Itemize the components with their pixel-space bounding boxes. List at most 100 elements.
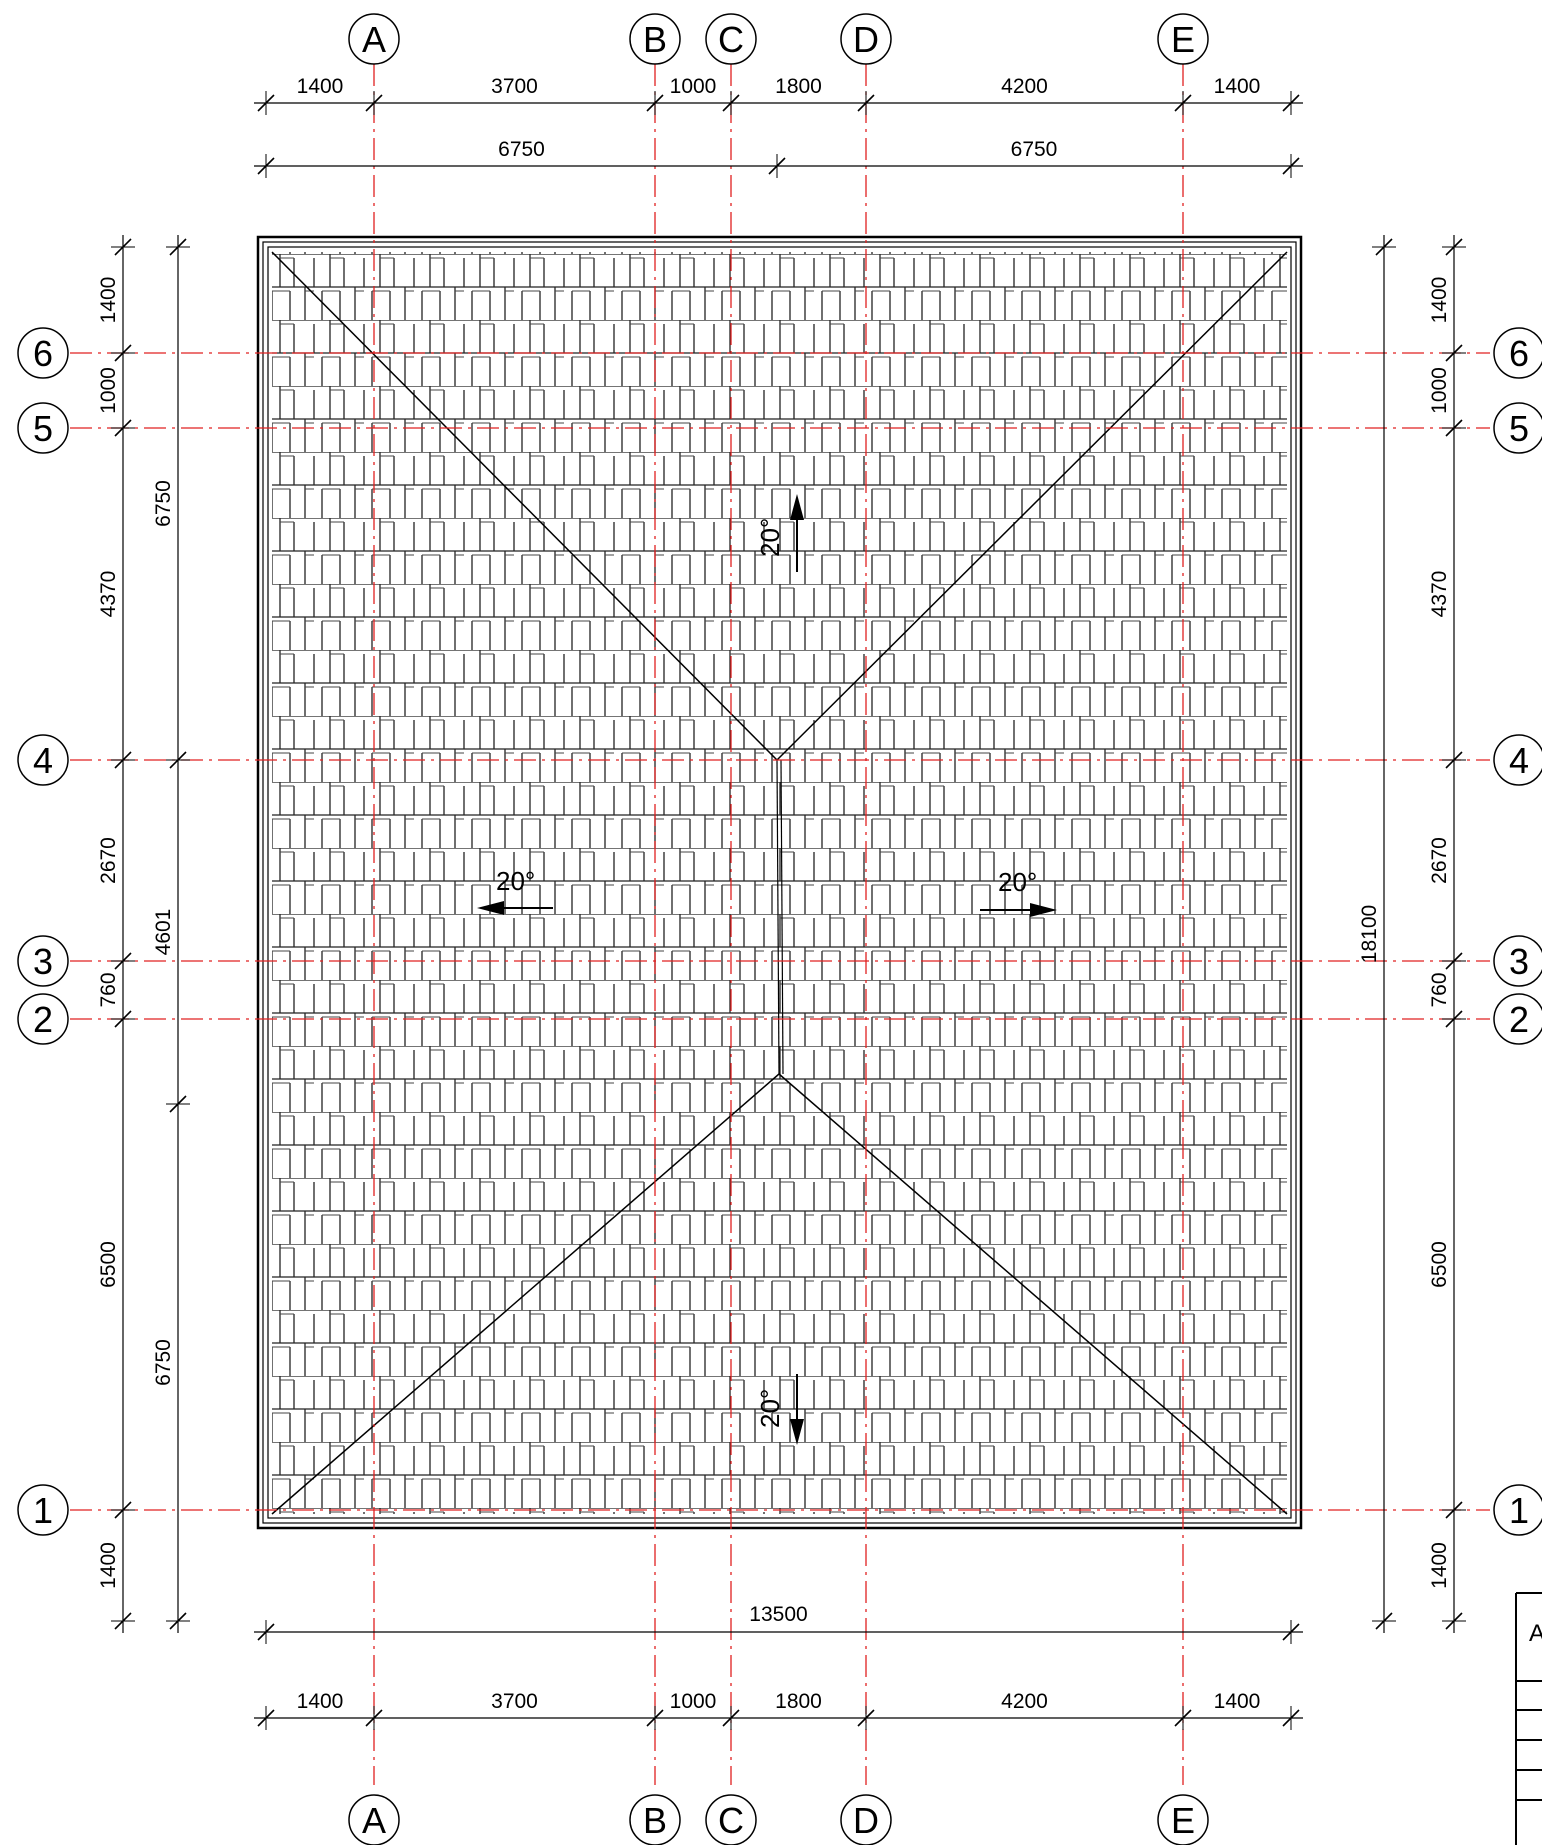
axis-label-2-left: 2 xyxy=(33,999,53,1040)
axis-label-1-right: 1 xyxy=(1509,1490,1529,1531)
dim-top-half-tick-0 xyxy=(257,157,275,175)
axis-bubble-1-right xyxy=(1493,1484,1542,1536)
axis-bubble-4-right xyxy=(1493,734,1542,786)
dim-right-chain-label-4: 760 xyxy=(1428,972,1451,1007)
dim-left-outer-label-0: 6750 xyxy=(152,480,175,527)
dim-top-half-label-1: 6750 xyxy=(1011,138,1058,161)
dim-left-chain-label-2: 4370 xyxy=(97,571,120,618)
dim-right-chain-label-0: 1400 xyxy=(1428,277,1451,324)
slope-label-bottom: 20° xyxy=(755,1389,785,1428)
axis-label-E-top: E xyxy=(1171,19,1195,60)
axis-bubble-D-top xyxy=(840,13,892,65)
dim-bottom-chain-label-0: 1400 xyxy=(297,1690,344,1713)
slope-arrow-bottom: 20° xyxy=(755,1374,804,1445)
dim-right-chain-tick-0 xyxy=(1445,238,1463,256)
axis-label-E-bottom: E xyxy=(1171,1800,1195,1841)
dim-left-chain-tick-7 xyxy=(114,1612,132,1630)
dim-bottom-chain-tick-2 xyxy=(646,1709,664,1727)
dim-right-chain-tick-2 xyxy=(1445,419,1463,437)
dim-right-chain-tick-4 xyxy=(1445,952,1463,970)
dim-bottom-chain-label-4: 4200 xyxy=(1001,1690,1048,1713)
axis-bubbles: A A B B C C D D E E 6 6 5 5 4 4 3 3 2 2 1 1 xyxy=(17,13,1542,1845)
dim-top-chain-tick-1 xyxy=(365,94,383,112)
dim-right-total-tick-1 xyxy=(1375,1612,1393,1630)
dim-bottom-chain-tick-4 xyxy=(857,1709,875,1727)
dim-bottom-total-label-0: 13500 xyxy=(749,1603,807,1626)
axis-bubble-E-bottom xyxy=(1157,1794,1209,1845)
roof-tile-hatching xyxy=(272,252,1287,1514)
dim-left-outer-label-2: 6750 xyxy=(152,1339,175,1386)
dim-left-outer-label-1: 4601 xyxy=(152,909,175,956)
axis-label-A-top: A xyxy=(362,19,386,60)
dim-right-chain-tick-6 xyxy=(1445,1501,1463,1519)
dim-top-chain-tick-0 xyxy=(257,94,275,112)
axis-bubble-2-right xyxy=(1493,993,1542,1045)
dim-top-chain-tick-2 xyxy=(646,94,664,112)
axis-label-B-top: B xyxy=(643,19,667,60)
dim-right-chain-label-3: 2670 xyxy=(1428,837,1451,884)
dim-top-chain-label-1: 3700 xyxy=(491,75,538,98)
dim-bottom-total-tick-0 xyxy=(257,1623,275,1641)
dim-bottom-chain-label-5: 1400 xyxy=(1214,1690,1261,1713)
axis-bubble-6-right xyxy=(1493,327,1542,379)
dim-right-total-label-0: 18100 xyxy=(1358,905,1381,963)
axis-bubble-6-left xyxy=(17,327,69,379)
axis-bubble-5-right xyxy=(1493,402,1542,454)
axis-label-A-bottom: A xyxy=(362,1800,386,1841)
dim-bottom-chain-tick-0 xyxy=(257,1709,275,1727)
axis-label-C-top: C xyxy=(718,19,744,60)
dim-left-chain-label-0: 1400 xyxy=(97,277,120,324)
dim-bottom-chain-label-2: 1000 xyxy=(670,1690,717,1713)
dim-bottom-chain-label-3: 1800 xyxy=(775,1690,822,1713)
axis-bubble-B-top xyxy=(629,13,681,65)
axis-bubble-1-left xyxy=(17,1484,69,1536)
dim-left-chain-tick-3 xyxy=(114,751,132,769)
axis-bubble-5-left xyxy=(17,402,69,454)
slope-label-top: 20° xyxy=(755,518,785,557)
axis-label-3-right: 3 xyxy=(1509,941,1529,982)
dim-top-chain-tick-3 xyxy=(722,94,740,112)
axis-label-6-left: 6 xyxy=(33,333,53,374)
axis-bubble-E-top xyxy=(1157,13,1209,65)
dim-top-chain-label-3: 1800 xyxy=(775,75,822,98)
roof-hip-lines xyxy=(271,251,1288,1515)
dim-top-chain-label-0: 1400 xyxy=(297,75,344,98)
slope-arrow-top: 20° xyxy=(755,494,804,572)
dim-bottom-chain-tick-3 xyxy=(722,1709,740,1727)
dim-right-chain-label-2: 4370 xyxy=(1428,571,1451,618)
dim-top-half-tick-1 xyxy=(768,157,786,175)
axis-bubble-B-bottom xyxy=(629,1794,681,1845)
dim-right-chain-tick-3 xyxy=(1445,751,1463,769)
axis-label-5-right: 5 xyxy=(1509,408,1529,449)
axis-label-6-right: 6 xyxy=(1509,333,1529,374)
slope-arrow-right: 20° xyxy=(980,867,1057,917)
dimension-labels: 1400 3700 1000 1800 4200 1400 6750 6750 13500 140… xyxy=(97,75,1451,1713)
dim-top-chain-tick-4 xyxy=(857,94,875,112)
axis-label-5-left: 5 xyxy=(33,408,53,449)
axis-label-D-top: D xyxy=(853,19,879,60)
axis-label-3-left: 3 xyxy=(33,941,53,982)
axis-label-B-bottom: B xyxy=(643,1800,667,1841)
dim-left-chain-tick-6 xyxy=(114,1501,132,1519)
dim-right-total-tick-0 xyxy=(1375,238,1393,256)
dim-right-chain-label-5: 6500 xyxy=(1428,1241,1451,1288)
dim-left-outer-tick-1 xyxy=(169,751,187,769)
dim-left-chain-label-3: 2670 xyxy=(97,837,120,884)
dim-bottom-chain-tick-5 xyxy=(1174,1709,1192,1727)
axis-bubble-C-top xyxy=(705,13,757,65)
dim-top-half-label-0: 6750 xyxy=(498,138,545,161)
axis-bubble-4-left xyxy=(17,734,69,786)
axis-label-C-bottom: C xyxy=(718,1800,744,1841)
dim-left-chain-label-4: 760 xyxy=(97,972,120,1007)
dim-bottom-chain-tick-6 xyxy=(1282,1709,1300,1727)
dim-left-chain-label-1: 1000 xyxy=(97,367,120,414)
dim-right-chain-tick-1 xyxy=(1445,344,1463,362)
axis-bubble-D-bottom xyxy=(840,1794,892,1845)
dim-left-outer-tick-3 xyxy=(169,1612,187,1630)
dim-right-chain-tick-5 xyxy=(1445,1010,1463,1028)
dim-top-chain-tick-5 xyxy=(1174,94,1192,112)
slope-label-right: 20° xyxy=(998,867,1037,897)
dim-left-chain-tick-1 xyxy=(114,344,132,362)
dim-right-chain-label-1: 1000 xyxy=(1428,367,1451,414)
axis-bubble-A-bottom xyxy=(348,1794,400,1845)
